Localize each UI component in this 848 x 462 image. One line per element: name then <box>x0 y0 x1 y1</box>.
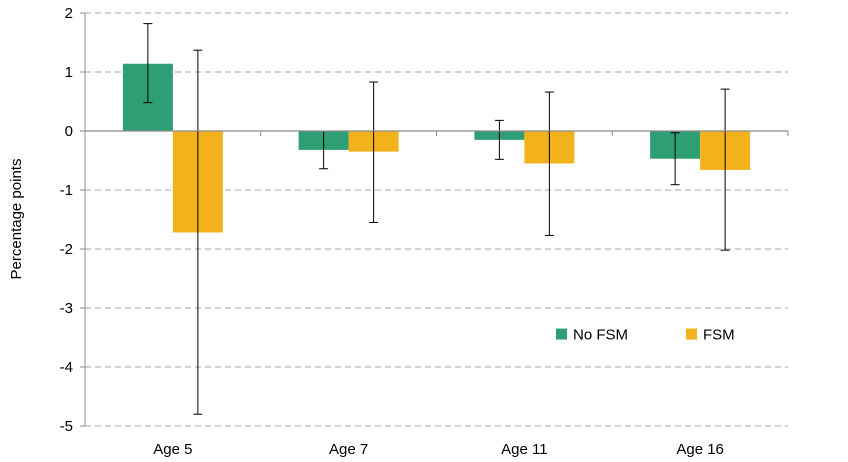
y-tick-label: -4 <box>60 359 73 376</box>
legend-label: FSM <box>703 327 735 344</box>
legend-swatch <box>556 328 567 340</box>
y-tick-label: 0 <box>65 123 73 140</box>
y-tick-label: -2 <box>60 241 73 258</box>
x-tick-labels: Age 5 Age 7 Age 11 Age 16 <box>153 441 724 458</box>
x-tick-label: Age 11 <box>501 441 547 458</box>
y-tick-label: -1 <box>60 182 73 199</box>
y-tick-label: 2 <box>65 5 73 22</box>
x-tick-label: Age 5 <box>153 441 192 458</box>
x-tick-label: Age 7 <box>329 441 368 458</box>
legend: No FSM FSM <box>556 327 735 344</box>
axes <box>80 12 789 427</box>
gridlines <box>85 12 788 427</box>
y-tick-labels: 2 1 0 -1 -2 -3 -4 -5 <box>60 5 73 435</box>
y-tick-label: 1 <box>65 64 73 81</box>
bars <box>122 63 751 233</box>
legend-label: No FSM <box>573 327 628 344</box>
y-tick-label: -5 <box>60 418 73 435</box>
y-axis-title: Percentage points <box>8 159 25 280</box>
error-bars <box>143 23 730 415</box>
legend-swatch <box>686 328 697 340</box>
x-tick-label: Age 16 <box>676 441 724 458</box>
y-tick-label: -3 <box>60 300 73 317</box>
